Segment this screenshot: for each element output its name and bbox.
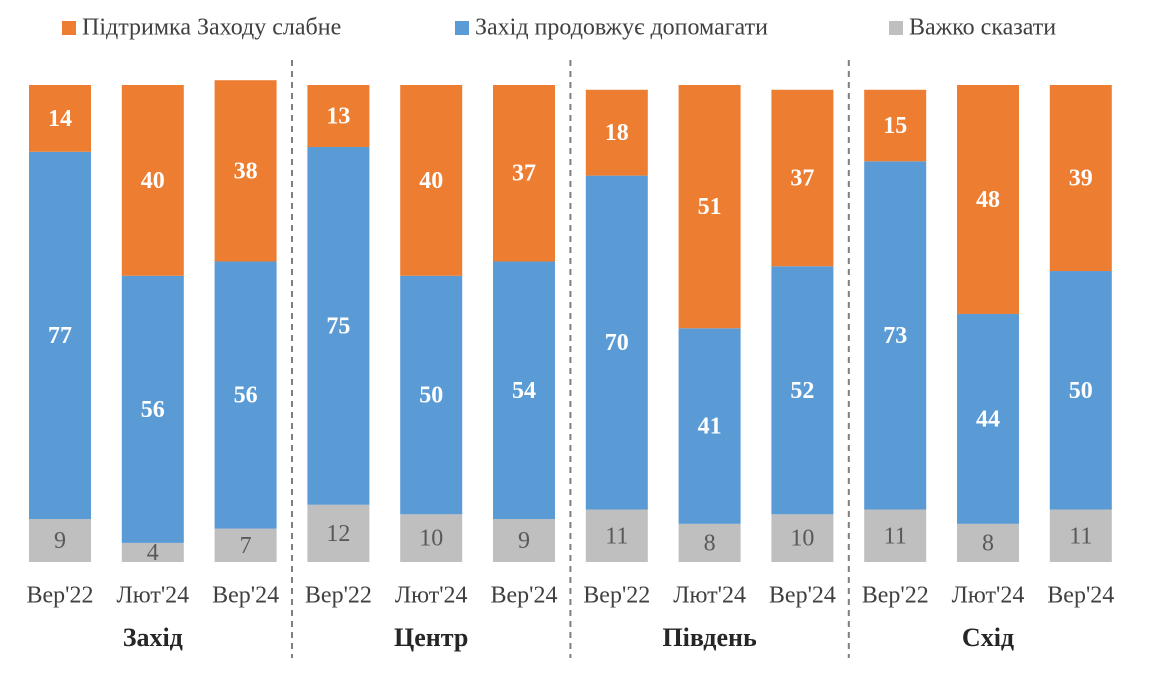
x-tick-label: Вер'24	[1047, 583, 1114, 609]
data-label: 18	[605, 120, 629, 146]
bar-segment	[771, 266, 834, 515]
bar-segment	[678, 328, 741, 524]
bar-segment	[29, 85, 91, 152]
data-label: 50	[1069, 378, 1093, 404]
bar-segment	[493, 519, 555, 562]
bar-segment	[864, 509, 927, 562]
legend-swatch	[62, 21, 76, 35]
legend-label: Захід продовжує допомагати	[475, 15, 768, 41]
data-label: 15	[883, 113, 907, 139]
data-label: 11	[884, 523, 907, 549]
legend-label: Важко сказати	[909, 15, 1056, 41]
x-tick-label: Лют'24	[395, 583, 468, 609]
x-tick-label: Лют'24	[116, 583, 189, 609]
x-tick-label: Вер'24	[212, 583, 279, 609]
data-label: 13	[326, 104, 350, 130]
bar-segment	[1049, 271, 1112, 510]
bar-segment	[400, 275, 463, 515]
bar-segment	[1049, 509, 1112, 562]
bar-segment	[771, 514, 834, 562]
data-label: 75	[326, 313, 350, 339]
bar-segment	[400, 514, 463, 562]
bar-segment	[214, 528, 277, 562]
x-tick-label: Вер'22	[862, 583, 929, 609]
bar-segment	[678, 523, 741, 562]
legend-label: Підтримка Заходу слабне	[82, 15, 341, 41]
data-label: 11	[605, 523, 628, 549]
legend-swatch	[455, 21, 469, 35]
bar-segment	[957, 313, 1019, 524]
bar-segment	[214, 261, 277, 529]
x-tick-label: Вер'24	[491, 583, 558, 609]
legend-swatch	[889, 21, 903, 35]
bar-segment	[307, 504, 370, 562]
data-label: 56	[141, 397, 165, 423]
data-label: 11	[1069, 523, 1092, 549]
group-label: Захід	[123, 623, 183, 652]
bar-segment	[678, 85, 741, 329]
data-label: 8	[704, 530, 716, 556]
bar-segment	[957, 85, 1019, 314]
bar-segment	[493, 85, 555, 262]
x-tick-label: Лют'24	[952, 583, 1025, 609]
bar-segment	[771, 89, 834, 267]
bar-segment	[121, 542, 184, 562]
data-label: 56	[234, 383, 258, 409]
bar-segment	[121, 275, 184, 543]
data-label: 4	[147, 540, 159, 566]
data-label: 8	[982, 530, 994, 556]
data-label: 14	[48, 106, 72, 132]
data-label: 70	[605, 330, 629, 356]
bar-segment	[493, 261, 555, 520]
data-label: 12	[326, 521, 350, 547]
data-label: 9	[518, 528, 530, 554]
data-label: 10	[790, 526, 814, 552]
data-label: 41	[698, 414, 722, 440]
data-label: 77	[48, 323, 72, 349]
x-tick-label: Вер'22	[27, 583, 94, 609]
data-label: 9	[54, 528, 66, 554]
data-label: 38	[234, 158, 258, 184]
data-label: 44	[976, 406, 1000, 432]
group-label: Центр	[394, 623, 468, 652]
x-tick-label: Лют'24	[673, 583, 746, 609]
data-label: 73	[883, 323, 907, 349]
bar-segment	[585, 89, 648, 176]
bar-segment	[864, 161, 927, 510]
bar-segment	[121, 85, 184, 276]
x-tick-label: Вер'22	[305, 583, 372, 609]
data-label: 51	[698, 194, 722, 220]
bar-segment	[29, 151, 91, 520]
group-label: Південь	[662, 623, 757, 652]
bar-segment	[400, 85, 463, 276]
data-label: 39	[1069, 166, 1093, 192]
data-label: 37	[790, 166, 814, 192]
data-label: 52	[790, 378, 814, 404]
bar-segment	[585, 175, 648, 510]
bar-segment	[957, 523, 1019, 562]
data-label: 10	[419, 526, 443, 552]
bar-segment	[307, 147, 370, 505]
group-label: Схід	[962, 623, 1014, 652]
data-label: 37	[512, 161, 536, 187]
data-label: 7	[240, 533, 252, 559]
bar-segment	[585, 509, 648, 562]
x-tick-label: Вер'22	[583, 583, 650, 609]
bar-segment	[29, 519, 91, 562]
data-label: 40	[419, 168, 443, 194]
data-label: 50	[419, 383, 443, 409]
data-label: 54	[512, 378, 536, 404]
data-label: 48	[976, 187, 1000, 213]
bar-segment	[1049, 85, 1112, 272]
x-tick-label: Вер'24	[769, 583, 836, 609]
bar-segment	[864, 89, 927, 162]
bar-segment	[307, 85, 370, 148]
data-label: 40	[141, 168, 165, 194]
bar-segment	[214, 80, 277, 262]
